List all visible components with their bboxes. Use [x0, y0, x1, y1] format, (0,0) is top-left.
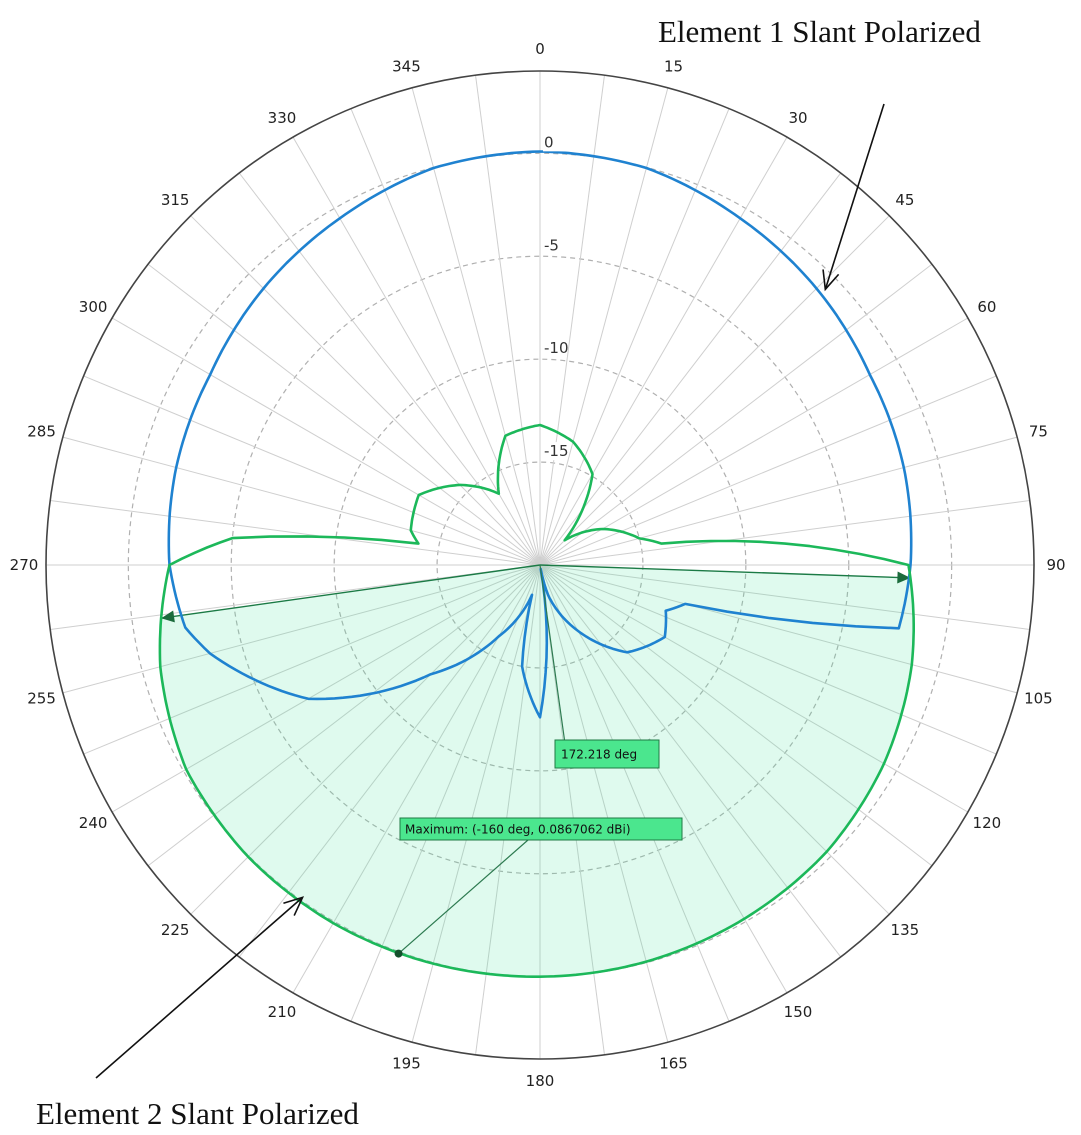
angle-tick-label: 60 — [977, 298, 996, 316]
spoke-300 — [111, 317, 541, 566]
element-1-arrow — [824, 103, 885, 290]
r-tick-label-bg — [543, 133, 567, 152]
spoke-285 — [62, 436, 541, 566]
angle-tick-label: 330 — [268, 109, 297, 127]
angle-tooltip-box — [554, 739, 660, 769]
angle-tick-label: 105 — [1024, 690, 1053, 708]
angle-tick-label: 210 — [268, 1003, 297, 1021]
spoke-337.5 — [350, 108, 541, 566]
spoke-30 — [539, 136, 788, 566]
series-2-line — [158, 423, 915, 978]
angle-tick-label: 0 — [535, 40, 545, 58]
angle-tick-label: 15 — [664, 58, 683, 76]
r-tick-label-bg — [543, 339, 567, 358]
r-tick-label: -5 — [544, 236, 559, 254]
spoke-255 — [62, 564, 541, 694]
outer-ring — [45, 70, 1035, 1060]
angle-tick-label: 225 — [161, 921, 190, 939]
series-layer — [158, 150, 915, 978]
spoke-135 — [539, 564, 890, 915]
spoke-240 — [111, 564, 541, 813]
angle-tick-label: 285 — [27, 422, 56, 440]
angle-tick-label: 300 — [79, 298, 108, 316]
spoke-105 — [539, 564, 1018, 694]
spoke-292.5 — [83, 375, 541, 566]
sector-edge-0 — [539, 564, 911, 579]
sector-arrow-0 — [897, 571, 911, 584]
angle-tick-label: 135 — [891, 921, 920, 939]
shaded-sector — [159, 564, 914, 977]
spoke-45 — [539, 215, 890, 566]
r-tick-label: 0 — [544, 133, 554, 151]
spoke-202.5 — [350, 564, 541, 1022]
maximum-tooltip-box — [399, 817, 683, 841]
shaded-sector-fill — [159, 565, 914, 977]
angle-tick-label: 255 — [27, 690, 56, 708]
spoke-52.5 — [539, 263, 933, 566]
spoke-157.5 — [539, 564, 730, 1022]
element-2-arrow-head — [283, 896, 305, 916]
angle-tick-label: 165 — [659, 1054, 688, 1072]
angle-tick-label: 240 — [79, 814, 108, 832]
angle-tick-label: 120 — [973, 814, 1002, 832]
sector-edge-1 — [161, 564, 541, 619]
spoke-217.5 — [238, 564, 541, 958]
r-tick-label-bg — [543, 236, 567, 255]
element-2-callout: Element 2 Slant Polarized — [36, 1096, 359, 1131]
angle-tick-label: 180 — [526, 1072, 555, 1090]
spoke-352.5 — [475, 75, 541, 566]
r-tick-label: -15 — [544, 442, 569, 460]
spoke-120 — [539, 564, 969, 813]
maximum-tooltip-text: Maximum: (-160 deg, 0.0867062 dBi) — [405, 823, 631, 837]
spoke-60 — [539, 317, 969, 566]
spoke-315 — [190, 215, 541, 566]
angle-cursor-line — [539, 564, 566, 745]
spoke-75 — [539, 436, 1018, 566]
angle-tick-label: 45 — [895, 191, 914, 209]
maximum-leader-line — [398, 839, 529, 955]
angle-tick-label: 30 — [788, 109, 807, 127]
spoke-22.5 — [539, 108, 730, 566]
r-tick-label-bg — [543, 442, 567, 461]
spoke-82.5 — [539, 500, 1030, 566]
angle-tick-label: 75 — [1029, 422, 1048, 440]
element-1-arrow-head — [822, 269, 840, 292]
angle-tick-label: 315 — [161, 191, 190, 209]
spoke-277.5 — [50, 500, 541, 566]
angle-tick-label: 345 — [392, 58, 421, 76]
spoke-307.5 — [147, 263, 541, 566]
annotation-layer: Element 1 Slant Polarized Element 2 Slant… — [36, 14, 981, 1131]
series-1-line — [167, 150, 913, 719]
label-layer: 0 15 30 45 60 75 90 105 120 135 150 165 180 195 210 225… — [10, 40, 1066, 1090]
spoke-322.5 — [238, 172, 541, 566]
angle-tick-label: 150 — [784, 1003, 813, 1021]
angle-tick-label: 195 — [392, 1054, 421, 1072]
spoke-97.5 — [539, 564, 1030, 630]
angle-tick-label: 270 — [10, 556, 39, 574]
sector-arrow-1 — [161, 610, 175, 623]
polar-grid — [45, 70, 1035, 1060]
spoke-262.5 — [50, 564, 541, 630]
marker-layer: Maximum: (-160 deg, 0.0867062 dBi) 172.21… — [394, 564, 683, 958]
spoke-37.5 — [539, 172, 842, 566]
element-1-callout: Element 1 Slant Polarized — [658, 14, 981, 49]
spoke-150 — [539, 564, 788, 994]
spoke-142.5 — [539, 564, 842, 958]
spoke-247.5 — [83, 564, 541, 755]
spoke-15 — [539, 87, 669, 566]
maximum-point — [394, 949, 403, 958]
spoke-67.5 — [539, 375, 997, 566]
angle-tick-label: 90 — [1046, 556, 1065, 574]
r-tick-label: -10 — [544, 339, 569, 357]
spoke-112.5 — [539, 564, 997, 755]
spoke-127.5 — [539, 564, 933, 867]
spoke-345 — [411, 87, 541, 566]
angle-tooltip-text: 172.218 deg — [561, 748, 637, 762]
element-2-arrow — [95, 896, 304, 1079]
